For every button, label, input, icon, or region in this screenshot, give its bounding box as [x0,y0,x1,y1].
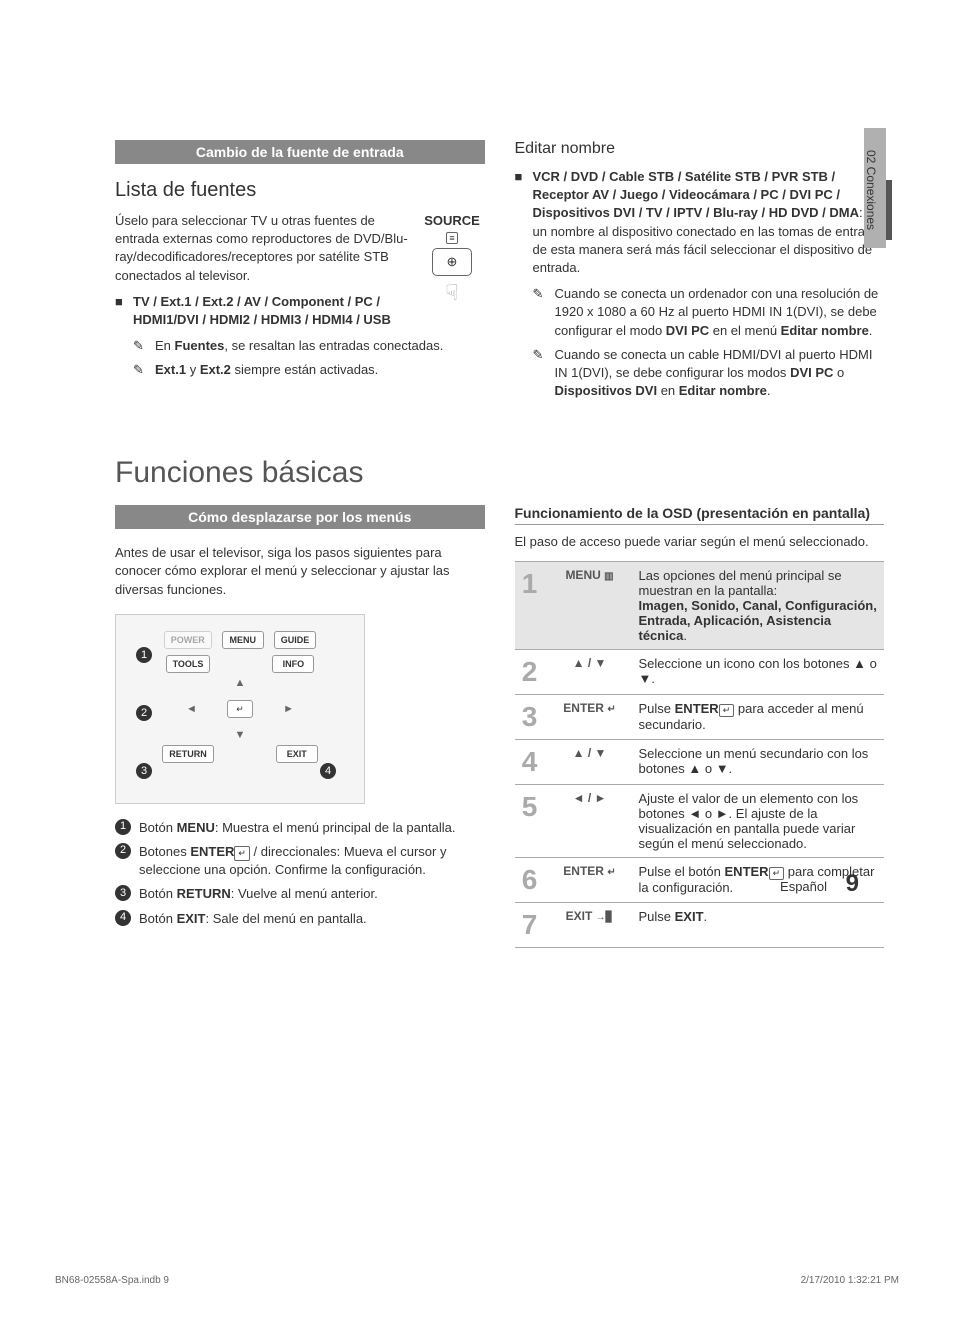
source-list-title: Lista de fuentes [115,179,485,202]
step-description: Seleccione un icono con los botones ▲ o … [635,650,885,695]
footer-lang: Español [780,879,827,894]
step-description: Ajuste el valor de un elemento con los b… [635,785,885,858]
side-tab-accent [886,180,892,240]
note-icon: ✎ [533,346,555,401]
step-button: ▲ / ▼ [545,740,635,785]
remote-return: RETURN [162,745,214,763]
step-description: Seleccione un menú secundario con los bo… [635,740,885,785]
marker-1: 1 [136,647,160,663]
edit-name-text: VCR / DVD / Cable STB / Satélite STB / P… [533,168,885,277]
step-button: ENTER ↵ [545,858,635,903]
marker-3: 3 [136,763,160,779]
remote-enter: ↵ [227,700,253,718]
main-section-title: Funciones básicas [115,456,884,490]
menu-nav-intro: Antes de usar el televisor, siga los pas… [115,544,485,599]
step-description: Las opciones del menú principal se muest… [635,562,885,650]
source-button-diagram: SOURCE ≡ ☟ [420,212,485,306]
osd-step-row: 4▲ / ▼Seleccione un menú secundario con … [515,740,885,785]
step-button: ◄ / ► [545,785,635,858]
step-number: 1 [515,562,545,650]
legend-item: 1Botón MENU: Muestra el menú principal d… [115,819,485,837]
square-bullet-icon: ■ [115,293,133,329]
step-button: ENTER ↵ [545,695,635,740]
osd-intro: El paso de acceso puede variar según el … [515,533,885,551]
osd-step-row: 2▲ / ▼Seleccione un icono con los botone… [515,650,885,695]
step-number: 4 [515,740,545,785]
step-number: 7 [515,903,545,948]
edit-note-2: Cuando se conecta un cable HDMI/DVI al p… [555,346,885,401]
header-input-change: Cambio de la fuente de entrada [115,140,485,164]
remote-tools: TOOLS [166,655,211,673]
step-button: MENU ▥ [545,562,635,650]
osd-step-row: 3ENTER ↵Pulse ENTER↵ para acceder al men… [515,695,885,740]
step-button: ▲ / ▼ [545,650,635,695]
step-button: EXIT →▊ [545,903,635,948]
note-icon: ✎ [133,361,155,379]
remote-diagram: 1 2 3 4 POWER MENU GUIDE TOOLS INFO [115,614,365,804]
remote-info: INFO [272,655,314,673]
remote-menu: MENU [222,631,264,649]
hand-icon: ☟ [420,280,485,306]
source-note-1: En Fuentes, se resaltan las entradas con… [155,337,443,355]
legend-item: 3Botón RETURN: Vuelve al menú anterior. [115,885,485,903]
remote-power: POWER [164,631,212,649]
note-icon: ✎ [533,285,555,340]
step-number: 3 [515,695,545,740]
osd-step-row: 1MENU ▥Las opciones del menú principal s… [515,562,885,650]
nav-right-icon: ► [283,703,294,715]
step-number: 6 [515,858,545,903]
source-note-2: Ext.1 y Ext.2 siempre están activadas. [155,361,378,379]
side-tab: 02 Conexiones [864,128,886,248]
page-footer: Español 9 [780,870,859,898]
edit-name-title: Editar nombre [515,140,885,158]
remote-nav: ▲ ▼ ◄ ► ↵ [180,679,300,739]
nav-up-icon: ▲ [235,677,246,689]
osd-title: Funcionamiento de la OSD (presentación e… [515,505,885,525]
step-number: 2 [515,650,545,695]
step-description: Pulse ENTER↵ para acceder al menú secund… [635,695,885,740]
header-menu-nav: Cómo desplazarse por los menús [115,505,485,529]
remote-guide: GUIDE [274,631,317,649]
square-bullet-icon: ■ [515,168,533,277]
nav-left-icon: ◄ [186,703,197,715]
source-list-options: TV / Ext.1 / Ext.2 / AV / Component / PC… [133,293,410,329]
step-number: 5 [515,785,545,858]
marker-4: 4 [320,763,344,779]
legend-item: 2Botones ENTER↵ / direccionales: Mueva e… [115,843,485,879]
step-description: Pulse EXIT. [635,903,885,948]
doc-id: BN68-02558A-Spa.indb 9 [55,1275,169,1286]
osd-step-row: 5◄ / ►Ajuste el valor de un elemento con… [515,785,885,858]
source-button-icon [432,248,472,276]
marker-2: 2 [136,705,160,721]
source-label: SOURCE [424,213,480,228]
page-number: 9 [846,870,859,897]
remote-exit: EXIT [276,745,318,763]
edit-note-1: Cuando se conecta un ordenador con una r… [555,285,885,340]
osd-step-row: 7EXIT →▊Pulse EXIT. [515,903,885,948]
note-icon: ✎ [133,337,155,355]
legend-item: 4Botón EXIT: Sale del menú en pantalla. [115,910,485,928]
nav-down-icon: ▼ [235,729,246,741]
doc-timestamp: 2/17/2010 1:32:21 PM [801,1275,899,1286]
